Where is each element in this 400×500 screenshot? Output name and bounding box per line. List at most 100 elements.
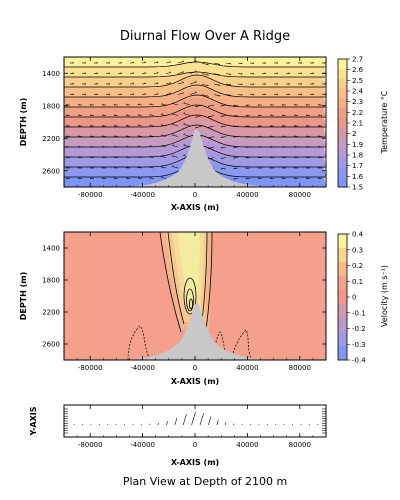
- vector-head: [65, 156, 68, 158]
- velocity-vector: [220, 167, 227, 170]
- colorbar-swatch: [338, 127, 347, 139]
- colorbar-swatch: [338, 88, 347, 99]
- vector-head: [65, 145, 68, 148]
- vector-head: [305, 103, 308, 106]
- velocity-vector: [195, 125, 203, 129]
- velocity-vector: [213, 73, 221, 76]
- colorbar-swatch: [338, 290, 347, 305]
- isotherm-line: [64, 74, 325, 88]
- vector-head: [182, 91, 184, 94]
- vector-head: [183, 133, 186, 135]
- velocity-vector: [233, 178, 239, 180]
- vector-head: [183, 154, 186, 156]
- velocity-vector: [183, 113, 191, 116]
- vector-head: [137, 166, 140, 168]
- vector-head: [233, 146, 236, 148]
- vector-head: [206, 95, 209, 97]
- vector-head: [207, 136, 210, 139]
- vector-head: [229, 94, 232, 96]
- vector-head: [144, 82, 147, 84]
- vector-head: [120, 82, 123, 85]
- colorbar-tick-label: 2.2: [352, 109, 363, 117]
- velocity-vector: [183, 144, 191, 148]
- vector-head: [252, 83, 255, 85]
- vector-head: [257, 114, 260, 116]
- vector-head: [245, 104, 248, 106]
- vector-head: [72, 82, 75, 85]
- vector-head: [276, 93, 279, 95]
- vector-head: [101, 145, 104, 148]
- colorbar-tick-label: 2: [352, 130, 356, 138]
- vector-head: [293, 135, 296, 137]
- vector-head: [120, 72, 123, 74]
- plan-vector: [216, 420, 219, 426]
- velocity-vector: [195, 115, 203, 118]
- vector-head: [160, 123, 163, 126]
- plan-vector: [174, 417, 178, 426]
- vector-head: [207, 126, 210, 128]
- vector-head: [156, 82, 159, 84]
- vector-head: [89, 135, 92, 137]
- colorbar-swatch: [338, 346, 347, 361]
- colorbar-swatch: [338, 248, 347, 263]
- vector-head: [113, 156, 116, 158]
- velocity-vector: [149, 146, 155, 148]
- vector-head: [160, 102, 163, 105]
- vector-head: [96, 82, 99, 85]
- vector-head: [218, 94, 221, 97]
- vector-head: [269, 135, 272, 137]
- vector-head: [172, 154, 174, 157]
- vector-head: [84, 72, 87, 74]
- velocity-vector: [233, 115, 239, 117]
- velocity-vector: [161, 124, 167, 127]
- velocity-vector: [172, 134, 179, 137]
- vector-head: [300, 82, 303, 85]
- vector-head: [281, 177, 284, 179]
- vector-head: [300, 61, 303, 64]
- vector-head: [132, 72, 135, 74]
- velocity-vector: [183, 102, 191, 106]
- vector-head: [245, 177, 248, 180]
- vector-head: [264, 82, 267, 85]
- vector-head: [245, 167, 248, 169]
- vector-head: [305, 114, 308, 116]
- vector-head: [245, 135, 248, 138]
- vector-head: [89, 145, 92, 148]
- vector-head: [207, 147, 210, 149]
- vector-head: [149, 145, 152, 147]
- vector-head: [269, 166, 272, 169]
- velocity-vector: [183, 123, 191, 127]
- colorbar-swatch: [338, 332, 347, 347]
- vector-head: [220, 157, 223, 159]
- velocity-vector: [237, 73, 243, 75]
- vector-head: [317, 114, 320, 116]
- colorbar-swatch: [338, 68, 347, 79]
- vector-head: [288, 93, 291, 95]
- vector-head: [125, 103, 128, 106]
- colorbar-tick-label: 2.3: [352, 98, 363, 106]
- vector-head: [120, 61, 123, 64]
- vector-head: [172, 112, 174, 115]
- velocity-vector: [207, 146, 215, 149]
- vector-head: [77, 166, 80, 169]
- vector-head: [317, 145, 320, 148]
- vector-head: [252, 93, 255, 96]
- colorbar-swatch: [338, 157, 347, 168]
- vector-head: [84, 93, 87, 95]
- vector-head: [293, 114, 296, 116]
- vector-head: [257, 177, 260, 179]
- temperature-band: [64, 97, 326, 118]
- colorbar-tick-label: 0.4: [352, 231, 364, 239]
- ridge-shape: [120, 129, 272, 187]
- temperature-colorbar-label: Temperature °C: [380, 90, 389, 154]
- vector-head: [233, 135, 236, 138]
- velocity-vector: [153, 62, 159, 64]
- colorbar-tick-label: 1.5: [352, 184, 363, 192]
- vector-head: [183, 101, 186, 104]
- vector-head: [269, 114, 272, 116]
- vector-head: [220, 136, 223, 138]
- vector-head: [281, 124, 284, 127]
- velocity-vector: [233, 136, 239, 138]
- temperature-band: [64, 87, 326, 108]
- velocity-vector: [207, 157, 215, 160]
